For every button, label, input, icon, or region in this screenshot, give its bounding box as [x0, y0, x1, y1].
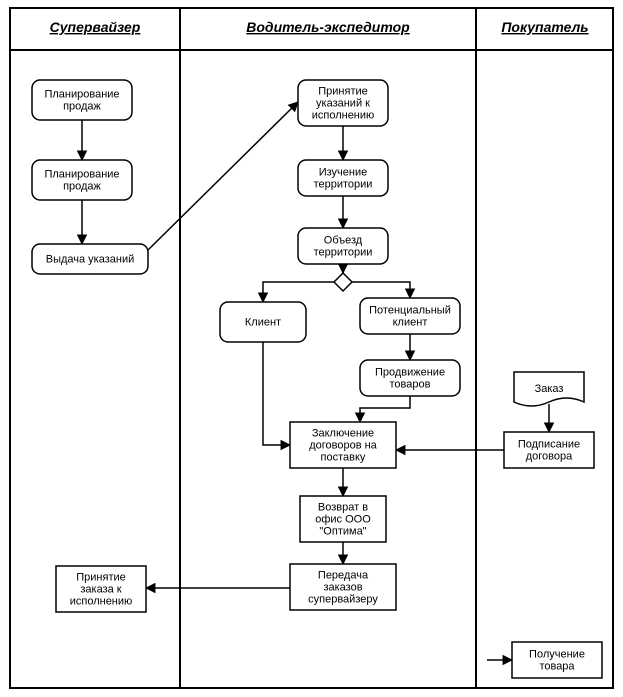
- node-n-return: Возврат вофис ООО"Оптима": [300, 496, 386, 542]
- node-n-exec: Принятиезаказа кисполнению: [56, 566, 146, 612]
- node-n-accept-label-0: Принятие: [318, 86, 368, 98]
- edge-e3: [148, 102, 298, 250]
- lane-driver-header: Водитель-экспедитор: [246, 19, 410, 35]
- lane-buyer-header: Покупатель: [501, 19, 588, 35]
- node-n-receive-label-0: Получение: [529, 649, 585, 661]
- node-n-tour-label-0: Объезд: [324, 235, 363, 247]
- node-n-issue-label-0: Выдача указаний: [46, 254, 135, 266]
- node-n-accept-label-1: указаний к: [316, 98, 370, 110]
- node-n-plan2-label-1: продаж: [63, 181, 101, 193]
- decision-diamond: [334, 273, 352, 291]
- node-n-potent: Потенциальныйклиент: [360, 298, 460, 334]
- node-n-exec-label-1: заказа к: [80, 584, 121, 596]
- node-n-promo: Продвижениетоваров: [360, 360, 460, 396]
- node-n-accept: Принятиеуказаний кисполнению: [298, 80, 388, 126]
- node-n-order: Заказ: [514, 372, 584, 406]
- node-n-accept-label-2: исполнению: [312, 110, 375, 122]
- node-n-sign-label-0: Подписание: [518, 439, 580, 451]
- node-n-order-label: Заказ: [535, 383, 564, 395]
- edge-e7: [263, 282, 334, 302]
- node-n-plan1-label-1: продаж: [63, 101, 101, 113]
- node-n-contract-label-2: поставку: [321, 452, 366, 464]
- edge-e10: [263, 342, 290, 445]
- node-n-plan2: Планированиепродаж: [32, 160, 132, 200]
- node-n-sign-label-1: договора: [526, 451, 573, 463]
- node-n-contract: Заключениедоговоров напоставку: [290, 422, 396, 468]
- node-n-receive: Получениетовара: [512, 642, 602, 678]
- node-n-tour: Объездтерритории: [298, 228, 388, 264]
- flowchart-canvas: Супервайзер Водитель-экспедитор Покупатель…: [0, 0, 623, 697]
- node-n-promo-label-1: товаров: [390, 379, 431, 391]
- lane-supervisor-header: Супервайзер: [50, 19, 141, 35]
- node-n-plan2-label-0: Планирование: [44, 169, 119, 181]
- edge-e8: [352, 282, 410, 298]
- node-n-return-label-1: офис ООО: [315, 514, 371, 526]
- node-n-handoff-label-1: заказов: [323, 582, 362, 594]
- node-n-exec-label-0: Принятие: [76, 572, 126, 584]
- node-n-handoff: Передачазаказовсупервайзеру: [290, 564, 396, 610]
- node-n-client: Клиент: [220, 302, 306, 342]
- node-n-potent-label-0: Потенциальный: [369, 305, 451, 317]
- node-n-promo-label-0: Продвижение: [375, 367, 445, 379]
- node-n-study-label-0: Изучение: [319, 167, 368, 179]
- node-n-return-label-0: Возврат в: [318, 502, 368, 514]
- node-n-study: Изучениетерритории: [298, 160, 388, 196]
- node-n-plan1: Планированиепродаж: [32, 80, 132, 120]
- node-n-issue: Выдача указаний: [32, 244, 148, 274]
- node-n-plan1-label-0: Планирование: [44, 89, 119, 101]
- edge-e11: [360, 396, 410, 422]
- node-n-potent-label-1: клиент: [393, 317, 428, 329]
- node-n-sign: Подписаниедоговора: [504, 432, 594, 468]
- node-n-receive-label-1: товара: [539, 661, 575, 673]
- node-n-tour-label-1: территории: [314, 247, 373, 259]
- node-n-client-label-0: Клиент: [245, 317, 281, 329]
- node-n-contract-label-1: договоров на: [309, 440, 377, 452]
- node-n-contract-label-0: Заключение: [312, 428, 374, 440]
- node-n-return-label-2: "Оптима": [319, 526, 366, 538]
- node-n-handoff-label-0: Передача: [318, 570, 369, 582]
- node-n-handoff-label-2: супервайзеру: [308, 594, 378, 606]
- node-n-exec-label-2: исполнению: [70, 596, 133, 608]
- node-n-study-label-1: территории: [314, 179, 373, 191]
